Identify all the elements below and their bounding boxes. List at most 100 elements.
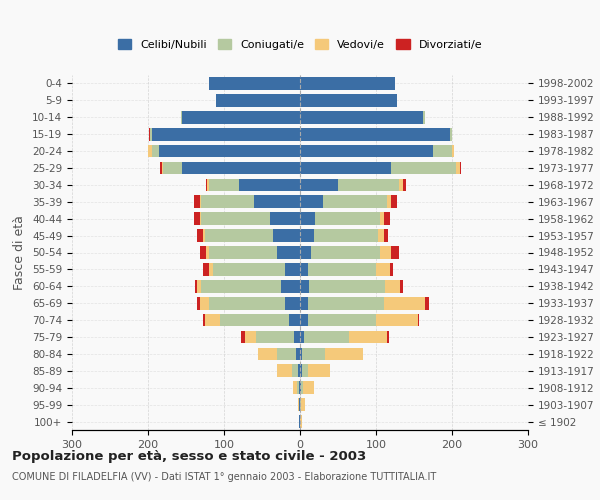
- Bar: [203, 230, 205, 242]
- Bar: [285, 297, 300, 310]
- Bar: [163, 162, 182, 174]
- Bar: [451, 128, 452, 140]
- Bar: [300, 212, 315, 225]
- Bar: [308, 263, 376, 276]
- Bar: [298, 398, 299, 411]
- Bar: [194, 196, 200, 208]
- Bar: [209, 77, 300, 90]
- Bar: [149, 128, 150, 140]
- Bar: [209, 178, 239, 191]
- Bar: [239, 178, 300, 191]
- Bar: [303, 382, 314, 394]
- Bar: [308, 364, 331, 377]
- Bar: [209, 263, 212, 276]
- Bar: [200, 196, 201, 208]
- Bar: [205, 230, 274, 242]
- Bar: [301, 398, 305, 411]
- Bar: [300, 111, 423, 124]
- Bar: [300, 128, 451, 140]
- Bar: [300, 280, 309, 292]
- Bar: [289, 314, 300, 326]
- Bar: [380, 246, 391, 259]
- Bar: [207, 178, 209, 191]
- Y-axis label: Anni di nascita: Anni di nascita: [598, 206, 600, 298]
- Bar: [195, 280, 197, 292]
- Bar: [380, 212, 383, 225]
- Bar: [391, 246, 399, 259]
- Bar: [302, 364, 308, 377]
- Bar: [300, 398, 301, 411]
- Bar: [399, 178, 403, 191]
- Bar: [300, 330, 304, 344]
- Bar: [217, 94, 300, 106]
- Bar: [197, 297, 200, 310]
- Bar: [301, 382, 303, 394]
- Bar: [160, 144, 300, 158]
- Bar: [182, 111, 300, 124]
- Bar: [203, 314, 205, 326]
- Bar: [300, 348, 302, 360]
- Bar: [254, 196, 300, 208]
- Bar: [181, 111, 182, 124]
- Bar: [200, 212, 201, 225]
- Bar: [460, 162, 461, 174]
- Bar: [161, 162, 163, 174]
- Bar: [197, 230, 203, 242]
- Bar: [389, 263, 394, 276]
- Bar: [403, 178, 406, 191]
- Bar: [308, 314, 376, 326]
- Bar: [325, 348, 363, 360]
- Bar: [220, 314, 289, 326]
- Bar: [300, 314, 308, 326]
- Bar: [152, 144, 160, 158]
- Bar: [152, 128, 300, 140]
- Bar: [300, 178, 338, 191]
- Bar: [300, 94, 397, 106]
- Bar: [418, 314, 419, 326]
- Bar: [338, 178, 399, 191]
- Bar: [277, 348, 296, 360]
- Bar: [300, 364, 302, 377]
- Bar: [299, 415, 300, 428]
- Bar: [206, 246, 209, 259]
- Bar: [304, 330, 349, 344]
- Bar: [391, 162, 456, 174]
- Bar: [182, 162, 300, 174]
- Bar: [302, 348, 325, 360]
- Bar: [300, 77, 395, 90]
- Bar: [200, 246, 206, 259]
- Bar: [456, 162, 460, 174]
- Bar: [296, 348, 300, 360]
- Bar: [209, 246, 277, 259]
- Legend: Celibi/Nubili, Coniugati/e, Vedovi/e, Divorziati/e: Celibi/Nubili, Coniugati/e, Vedovi/e, Di…: [113, 34, 487, 54]
- Bar: [281, 280, 300, 292]
- Bar: [206, 178, 207, 191]
- Bar: [349, 330, 388, 344]
- Bar: [308, 297, 383, 310]
- Bar: [197, 280, 201, 292]
- Bar: [294, 330, 300, 344]
- Bar: [314, 230, 378, 242]
- Bar: [311, 246, 380, 259]
- Bar: [200, 297, 209, 310]
- Bar: [300, 263, 308, 276]
- Bar: [277, 364, 292, 377]
- Bar: [148, 144, 152, 158]
- Bar: [212, 263, 285, 276]
- Bar: [400, 280, 403, 292]
- Bar: [256, 330, 294, 344]
- Bar: [292, 364, 298, 377]
- Bar: [433, 144, 452, 158]
- Bar: [385, 230, 388, 242]
- Bar: [378, 230, 385, 242]
- Bar: [309, 280, 385, 292]
- Bar: [300, 297, 308, 310]
- Bar: [388, 330, 389, 344]
- Bar: [383, 212, 389, 225]
- Bar: [277, 246, 300, 259]
- Bar: [201, 280, 281, 292]
- Bar: [299, 398, 300, 411]
- Bar: [385, 280, 400, 292]
- Bar: [300, 196, 323, 208]
- Y-axis label: Fasce di età: Fasce di età: [13, 215, 26, 290]
